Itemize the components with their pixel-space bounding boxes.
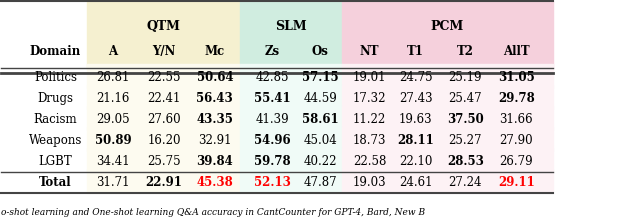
Text: 37.50: 37.50 bbox=[447, 113, 484, 126]
Text: 31.05: 31.05 bbox=[498, 71, 534, 84]
Text: 40.22: 40.22 bbox=[303, 155, 337, 168]
Text: 27.60: 27.60 bbox=[147, 113, 180, 126]
Bar bbox=[88, 169, 241, 193]
Text: LGBT: LGBT bbox=[38, 155, 72, 168]
Text: 28.11: 28.11 bbox=[397, 134, 434, 147]
Text: 39.84: 39.84 bbox=[196, 155, 233, 168]
Text: Domain: Domain bbox=[30, 45, 81, 58]
Text: Politics: Politics bbox=[34, 71, 77, 84]
Bar bbox=[88, 85, 241, 109]
Text: PCM: PCM bbox=[431, 20, 464, 33]
Text: 21.16: 21.16 bbox=[96, 92, 129, 105]
Text: A: A bbox=[108, 45, 118, 58]
Text: 43.35: 43.35 bbox=[196, 113, 234, 126]
Text: 29.11: 29.11 bbox=[498, 176, 534, 189]
Text: 22.10: 22.10 bbox=[399, 155, 432, 168]
Text: QTM: QTM bbox=[147, 20, 181, 33]
Text: o-shot learning and One-shot learning Q&A accuracy in CantCounter for GPT-4, Bar: o-shot learning and One-shot learning Q&… bbox=[1, 208, 426, 217]
Text: 26.79: 26.79 bbox=[499, 155, 533, 168]
Text: 42.85: 42.85 bbox=[255, 71, 289, 84]
Text: NT: NT bbox=[360, 45, 380, 58]
Bar bbox=[342, 85, 552, 109]
Text: 22.58: 22.58 bbox=[353, 155, 387, 168]
Text: Zs: Zs bbox=[265, 45, 280, 58]
Bar bbox=[241, 169, 342, 193]
Bar bbox=[88, 1, 241, 68]
Text: 29.05: 29.05 bbox=[96, 113, 130, 126]
Text: T2: T2 bbox=[457, 45, 474, 58]
Bar bbox=[342, 148, 552, 172]
Text: T1: T1 bbox=[407, 45, 424, 58]
Text: 29.78: 29.78 bbox=[498, 92, 534, 105]
Text: Weapons: Weapons bbox=[29, 134, 83, 147]
Text: 28.53: 28.53 bbox=[447, 155, 484, 168]
Bar bbox=[88, 106, 241, 130]
Text: 22.55: 22.55 bbox=[147, 71, 180, 84]
Bar bbox=[342, 64, 552, 88]
Bar bbox=[241, 64, 342, 88]
Text: 26.81: 26.81 bbox=[96, 71, 129, 84]
Text: 19.01: 19.01 bbox=[353, 71, 387, 84]
Bar bbox=[241, 127, 342, 151]
Bar bbox=[88, 127, 241, 151]
Text: 19.03: 19.03 bbox=[353, 176, 387, 189]
Text: Racism: Racism bbox=[34, 113, 77, 126]
Text: 34.41: 34.41 bbox=[96, 155, 130, 168]
Text: 59.78: 59.78 bbox=[254, 155, 291, 168]
Text: SLM: SLM bbox=[275, 20, 307, 33]
Bar bbox=[342, 127, 552, 151]
Text: 27.90: 27.90 bbox=[499, 134, 533, 147]
Bar bbox=[88, 148, 241, 172]
Text: 55.41: 55.41 bbox=[254, 92, 291, 105]
Text: 25.19: 25.19 bbox=[449, 71, 482, 84]
Text: 56.43: 56.43 bbox=[196, 92, 233, 105]
Bar bbox=[342, 106, 552, 130]
Text: 54.96: 54.96 bbox=[254, 134, 291, 147]
Text: 50.89: 50.89 bbox=[95, 134, 131, 147]
Bar bbox=[88, 64, 241, 88]
Text: 47.87: 47.87 bbox=[303, 176, 337, 189]
Text: 58.61: 58.61 bbox=[301, 113, 339, 126]
Text: 44.59: 44.59 bbox=[303, 92, 337, 105]
Bar bbox=[342, 169, 552, 193]
Text: 27.43: 27.43 bbox=[399, 92, 433, 105]
Text: 24.61: 24.61 bbox=[399, 176, 433, 189]
Bar bbox=[241, 85, 342, 109]
Bar bbox=[241, 148, 342, 172]
Text: 41.39: 41.39 bbox=[255, 113, 289, 126]
Text: Y/N: Y/N bbox=[152, 45, 175, 58]
Text: 27.24: 27.24 bbox=[449, 176, 482, 189]
Text: 32.91: 32.91 bbox=[198, 134, 232, 147]
Text: 50.64: 50.64 bbox=[196, 71, 233, 84]
Text: 22.91: 22.91 bbox=[145, 176, 182, 189]
Text: 52.13: 52.13 bbox=[254, 176, 291, 189]
Text: Mc: Mc bbox=[205, 45, 225, 58]
Text: 31.66: 31.66 bbox=[499, 113, 533, 126]
Text: 45.04: 45.04 bbox=[303, 134, 337, 147]
Text: 19.63: 19.63 bbox=[399, 113, 433, 126]
Bar bbox=[241, 106, 342, 130]
Text: Drugs: Drugs bbox=[38, 92, 74, 105]
Text: 18.73: 18.73 bbox=[353, 134, 387, 147]
Text: AllT: AllT bbox=[503, 45, 529, 58]
Bar bbox=[241, 1, 342, 68]
Text: 16.20: 16.20 bbox=[147, 134, 180, 147]
Text: 17.32: 17.32 bbox=[353, 92, 387, 105]
Text: 24.75: 24.75 bbox=[399, 71, 433, 84]
Text: Total: Total bbox=[39, 176, 72, 189]
Text: 25.75: 25.75 bbox=[147, 155, 180, 168]
Text: 22.41: 22.41 bbox=[147, 92, 180, 105]
Text: 25.47: 25.47 bbox=[449, 92, 482, 105]
Text: 31.71: 31.71 bbox=[96, 176, 130, 189]
Text: 57.15: 57.15 bbox=[301, 71, 339, 84]
Text: 11.22: 11.22 bbox=[353, 113, 387, 126]
Bar bbox=[342, 1, 552, 68]
Text: 25.27: 25.27 bbox=[449, 134, 482, 147]
Text: 45.38: 45.38 bbox=[196, 176, 233, 189]
Text: Os: Os bbox=[312, 45, 328, 58]
